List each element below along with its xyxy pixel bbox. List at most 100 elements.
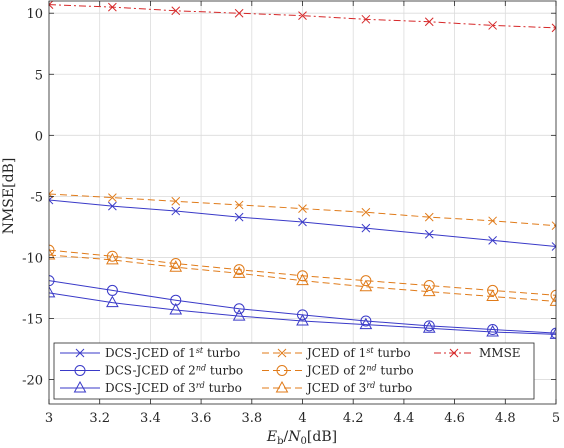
data-point-x-marker bbox=[108, 201, 117, 211]
data-point-triangle-marker bbox=[486, 324, 499, 337]
data-point-triangle-marker bbox=[49, 247, 56, 260]
data-point-circle-marker bbox=[170, 294, 182, 306]
data-point-triangle-marker bbox=[232, 309, 246, 321]
series-3 bbox=[49, 189, 556, 231]
data-point-circle-marker bbox=[360, 315, 372, 327]
data-point-x-marker bbox=[171, 6, 181, 16]
series-line bbox=[49, 249, 556, 296]
x-tick-label: 4.4 bbox=[394, 411, 415, 426]
data-point-x-marker bbox=[298, 11, 307, 21]
legend-circle-marker bbox=[276, 365, 288, 376]
data-point-circle-marker bbox=[423, 280, 435, 292]
y-axis-title: NMSE[dB] bbox=[1, 158, 17, 235]
data-point-x-marker bbox=[298, 217, 307, 227]
data-point-triangle-marker bbox=[359, 317, 373, 330]
legend-entry: DCS-JCED of 2nd turbo bbox=[60, 364, 243, 378]
x-tick-label: 5 bbox=[552, 411, 560, 426]
data-point-x-marker bbox=[488, 216, 497, 226]
legend: DCS-JCED of 1st turbo DCS-JCED of 2nd tur… bbox=[53, 342, 535, 400]
data-point-circle-marker bbox=[487, 284, 499, 296]
x-tick-label: 4.2 bbox=[343, 411, 364, 426]
data-point-x-marker bbox=[171, 196, 181, 206]
data-point-triangle-marker bbox=[232, 266, 246, 278]
x-axis-title: Eb/N0[dB] bbox=[266, 429, 337, 447]
data-point-circle-marker bbox=[297, 309, 308, 321]
legend-label: DCS-JCED of 2nd turbo bbox=[105, 364, 243, 378]
data-point-x-marker bbox=[551, 242, 556, 251]
legend-entry: JCED of 3rd turbo bbox=[262, 380, 412, 395]
legend-triangle-marker bbox=[275, 380, 289, 393]
data-point-triangle-marker bbox=[486, 289, 499, 302]
data-point-x-marker bbox=[551, 23, 556, 33]
x-tick-label: 4 bbox=[298, 411, 306, 426]
data-point-x-marker bbox=[424, 229, 434, 239]
data-point-triangle-marker bbox=[549, 327, 556, 339]
x-tick-label: 4.6 bbox=[444, 411, 465, 426]
y-tick-label: -20 bbox=[22, 374, 43, 389]
data-point-triangle-marker bbox=[106, 295, 119, 308]
data-point-circle-marker bbox=[487, 324, 499, 336]
data-point-x-marker bbox=[234, 8, 244, 18]
data-point-x-marker bbox=[424, 17, 434, 27]
data-point-triangle-marker bbox=[359, 279, 373, 292]
series-line bbox=[49, 292, 556, 335]
data-point-x-marker bbox=[234, 212, 244, 222]
y-tick-label: -15 bbox=[22, 313, 43, 328]
data-point-x-marker bbox=[361, 14, 371, 24]
legend-entry: JCED of 1st turbo bbox=[262, 346, 411, 360]
legend-x-marker bbox=[277, 348, 287, 358]
data-point-x-marker bbox=[361, 207, 371, 217]
legend-label: DCS-JCED of 3rd turbo bbox=[105, 381, 242, 395]
data-point-x-marker bbox=[49, 1, 54, 10]
y-tick-label: 0 bbox=[35, 129, 43, 144]
series-0 bbox=[49, 195, 556, 251]
data-point-triangle-marker bbox=[422, 321, 436, 333]
legend-triangle-marker bbox=[73, 380, 87, 393]
legend-x-marker bbox=[449, 348, 459, 358]
x-tick-label: 3.4 bbox=[140, 411, 161, 426]
data-point-circle-marker bbox=[106, 284, 118, 296]
data-point-triangle-marker bbox=[169, 260, 183, 272]
series-5 bbox=[49, 247, 556, 306]
data-point-circle-marker bbox=[550, 289, 556, 301]
data-point-x-marker bbox=[171, 206, 181, 216]
data-point-x-marker bbox=[49, 195, 54, 205]
data-point-triangle-marker bbox=[296, 273, 309, 286]
data-point-x-marker bbox=[488, 236, 497, 245]
data-point-x-marker bbox=[551, 221, 556, 231]
data-point-triangle-marker bbox=[549, 294, 556, 306]
x-tick-label: 3 bbox=[45, 411, 53, 426]
data-point-x-marker bbox=[298, 204, 307, 213]
y-tick-label: -5 bbox=[30, 190, 43, 205]
y-tick-label: 10 bbox=[26, 7, 43, 22]
x-tick-label: 3.6 bbox=[191, 411, 212, 426]
data-point-x-marker bbox=[108, 2, 117, 12]
data-point-x-marker bbox=[424, 212, 434, 222]
data-point-circle-marker bbox=[106, 250, 118, 262]
data-point-triangle-marker bbox=[169, 302, 183, 315]
data-point-circle-marker bbox=[360, 275, 372, 287]
legend-x-marker bbox=[75, 348, 85, 358]
data-point-circle-marker bbox=[550, 327, 556, 339]
y-tick-label: -10 bbox=[22, 251, 43, 266]
legend-entry: JCED of 2nd turbo bbox=[262, 364, 414, 378]
legend-label: JCED of 1st turbo bbox=[305, 346, 411, 360]
data-point-circle-marker bbox=[233, 303, 245, 315]
legend-label: JCED of 2nd turbo bbox=[305, 364, 414, 378]
data-point-circle-marker bbox=[49, 275, 55, 287]
data-point-triangle-marker bbox=[49, 285, 56, 298]
x-tick-label: 3.8 bbox=[241, 411, 262, 426]
series-2 bbox=[49, 285, 556, 339]
x-tick-label: 4.8 bbox=[495, 411, 516, 426]
legend-entry: MMSE bbox=[434, 346, 521, 360]
data-point-circle-marker bbox=[170, 258, 182, 270]
data-point-triangle-marker bbox=[422, 284, 436, 297]
legend-label: DCS-JCED of 1st turbo bbox=[105, 346, 240, 360]
legend-circle-marker bbox=[74, 365, 86, 376]
legend-label: JCED of 3rd turbo bbox=[305, 381, 412, 395]
data-point-triangle-marker bbox=[296, 313, 309, 326]
data-point-x-marker bbox=[488, 21, 497, 30]
ticks: 3 3.2 3.4 3.6 3.8 4 4.2 4.4 4.6 4.8 5 10 5 0 -5 -10 -15 -… bbox=[22, 1, 560, 426]
legend-entry: DCS-JCED of 1st turbo bbox=[60, 346, 240, 360]
